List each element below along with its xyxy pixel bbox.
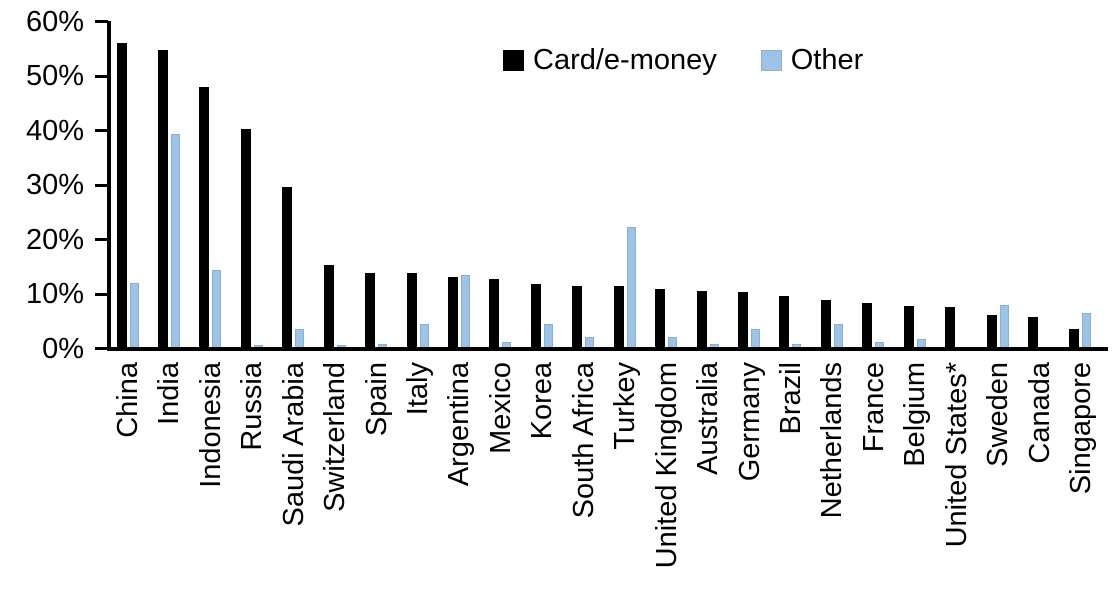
y-axis-tick-label: 50% (25, 60, 84, 92)
bar-other (295, 328, 305, 350)
y-axis-tick-label: 20% (25, 223, 84, 256)
bar-other (502, 342, 512, 350)
bar-card-e-money (282, 187, 293, 350)
y-axis-tick-label: 10% (25, 278, 84, 310)
bar-card-e-money (1069, 328, 1080, 350)
bar-card-e-money (779, 295, 790, 350)
y-axis-line (107, 21, 111, 351)
bar-other (751, 328, 760, 350)
bar-card-e-money (323, 265, 334, 350)
x-axis-label: France (857, 362, 890, 453)
x-axis-label: United States* (940, 362, 973, 548)
y-axis-tick (95, 20, 108, 23)
bar-card-e-money (655, 289, 666, 350)
bar-other (792, 343, 802, 350)
bar-other (170, 133, 180, 350)
bar-card-e-money (1028, 317, 1038, 350)
x-axis-label: Indonesia (194, 362, 227, 488)
bar-other (668, 336, 678, 350)
bar-card-e-money (613, 286, 624, 350)
x-axis-line (107, 347, 1108, 351)
bar-card-e-money (116, 43, 127, 350)
bar-card-e-money (738, 292, 748, 350)
y-axis-tick (95, 292, 108, 296)
bar-other (460, 274, 470, 350)
x-axis-label: United Kingdom (650, 362, 683, 569)
x-axis-label: Belgium (899, 362, 932, 467)
x-axis-label: Italy (402, 362, 434, 416)
bar-other (833, 323, 843, 350)
bar-other (543, 324, 553, 350)
bar-other (875, 341, 885, 350)
bar-card-e-money (696, 290, 707, 350)
x-axis-label: India (153, 362, 186, 425)
bar-card-e-money (447, 277, 458, 350)
x-axis-label: South Africa (567, 362, 600, 519)
x-axis-label: Singapore (1064, 362, 1097, 495)
bar-card-e-money (365, 272, 376, 350)
y-axis-tick (95, 238, 108, 241)
bar-other (419, 323, 429, 350)
bar-card-e-money (530, 283, 541, 350)
legend-swatch-other (760, 49, 782, 71)
bar-card-e-money (572, 285, 583, 350)
y-axis-tick (95, 183, 108, 187)
x-axis-label: Turkey (609, 362, 642, 450)
x-axis-label: Sweden (982, 362, 1014, 467)
y-axis-tick-label: 40% (25, 114, 84, 147)
x-axis-label: Switzerland (319, 362, 352, 512)
x-axis-label: Australia (692, 362, 724, 475)
x-axis-label: Netherlands (816, 362, 849, 519)
bar-other (1082, 312, 1092, 350)
bar-other (626, 227, 636, 350)
bar-card-e-money (489, 279, 500, 350)
x-axis-label: Russia (236, 362, 269, 451)
bar-other (129, 283, 139, 350)
y-axis-tick-label: 60% (25, 5, 84, 38)
bar-card-e-money (986, 314, 997, 350)
y-axis-tick (95, 74, 108, 78)
bar-other (916, 339, 926, 350)
legend-label-card-e-money: Card/e-money (533, 44, 717, 76)
x-axis-label: Canada (1023, 362, 1056, 464)
bar-other (709, 343, 719, 350)
bar-card-e-money (862, 302, 873, 350)
bar-card-e-money (157, 50, 168, 350)
x-axis-label: Saudi Arabia (277, 362, 310, 527)
bar-card-e-money (199, 86, 210, 350)
bar-other (212, 270, 222, 350)
bar-card-e-money (240, 129, 251, 350)
x-axis-label: China (112, 362, 144, 438)
bar-card-e-money (820, 299, 831, 350)
x-axis-label: Germany (733, 362, 766, 482)
bar-card-e-money (406, 273, 417, 350)
bar-card-e-money (945, 306, 956, 350)
bar-other (999, 305, 1009, 350)
legend-label-other: Other (790, 44, 864, 76)
y-axis-tick-label: 0% (42, 332, 84, 365)
y-axis-tick (95, 347, 108, 350)
x-axis-label: Mexico (484, 362, 517, 454)
x-axis-label: Argentina (443, 362, 476, 487)
bar-other (585, 336, 595, 350)
legend-swatch-card-e-money (503, 49, 524, 71)
x-axis-label: Korea (526, 362, 559, 440)
y-axis-tick (95, 129, 108, 132)
x-axis-label: Spain (360, 362, 393, 437)
legend-item-other: Other (760, 44, 864, 76)
bar-card-e-money (903, 305, 914, 350)
x-axis-label: Brazil (774, 362, 807, 435)
legend: Card/e-money Other (503, 45, 863, 75)
legend-item-card-e-money: Card/e-money (503, 45, 717, 75)
y-axis-tick-label: 30% (25, 169, 84, 201)
